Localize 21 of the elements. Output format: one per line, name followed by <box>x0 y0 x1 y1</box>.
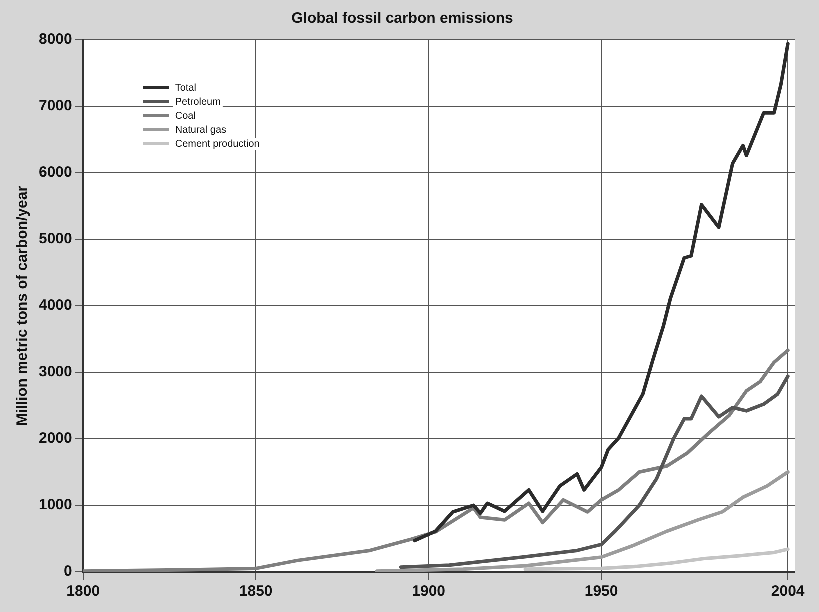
y-tick-label: 8000 <box>38 31 72 48</box>
legend-label: Total <box>175 82 196 94</box>
x-tick-label: 1850 <box>239 583 273 600</box>
chart-title: Global fossil carbon emissions <box>292 10 514 28</box>
legend-label: Natural gas <box>175 124 227 136</box>
x-tick-label: 1950 <box>584 583 618 600</box>
y-tick-label: 3000 <box>38 364 72 381</box>
legend-label: Cement production <box>175 138 260 150</box>
y-tick-label: 4000 <box>38 297 72 314</box>
x-tick-label: 1800 <box>66 583 100 600</box>
legend-label: Petroleum <box>175 96 221 108</box>
y-tick-label: 7000 <box>38 98 72 115</box>
x-tick-label: 2004 <box>771 583 806 600</box>
legend-label: Coal <box>175 110 196 122</box>
y-tick-label: 6000 <box>38 164 72 182</box>
y-tick-label: 1000 <box>38 496 72 514</box>
y-tick-label: 0 <box>64 563 72 580</box>
y-axis-title: Million metric tons of carbon/year <box>14 186 32 426</box>
y-tick-label: 5000 <box>38 230 72 248</box>
y-tick-label: 2000 <box>38 430 72 448</box>
x-tick-label: 1900 <box>412 583 446 600</box>
